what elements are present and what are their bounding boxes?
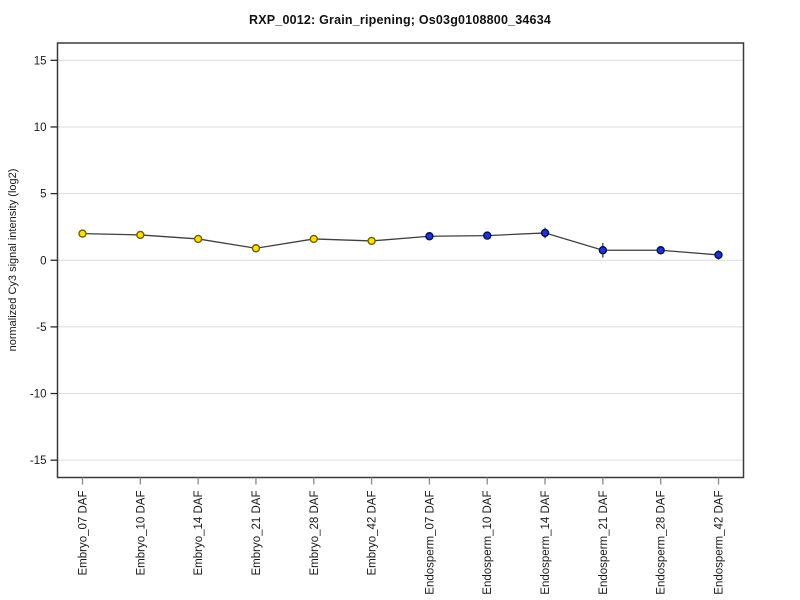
x-tick-label: Endosperm_21 DAF (598, 491, 610, 595)
data-point (78, 229, 87, 238)
y-tick-label: 15 (34, 55, 47, 67)
y-tick-label: 5 (40, 189, 46, 201)
x-tick-label: Embryo_42 DAF (367, 491, 379, 576)
x-tick-label: Endosperm_42 DAF (714, 491, 726, 595)
data-point (656, 246, 665, 255)
data-point (483, 231, 492, 240)
data-point (425, 232, 434, 241)
x-tick-label: Embryo_21 DAF (251, 491, 263, 576)
data-point (136, 230, 145, 240)
series-line (82, 232, 719, 256)
data-point (367, 236, 376, 246)
y-tick-label: -10 (30, 389, 47, 401)
x-tick-label: Embryo_10 DAF (135, 491, 147, 576)
y-tick-label: 10 (34, 122, 47, 134)
x-tick-label: Embryo_14 DAF (193, 491, 205, 576)
data-point (714, 250, 723, 260)
y-tick-label: -15 (30, 455, 47, 467)
x-tick-label: Endosperm_14 DAF (540, 491, 552, 595)
data-point (251, 244, 261, 253)
chart-title: RXP_0012: Grain_ripening; Os03g0108800_3… (248, 13, 552, 27)
data-point (540, 228, 550, 238)
x-tick-label: Embryo_28 DAF (309, 491, 321, 576)
x-tick-label: Endosperm_10 DAF (482, 491, 494, 595)
x-tick-label: Embryo_07 DAF (78, 491, 90, 576)
data-point (598, 246, 608, 255)
x-tick-label: Endosperm_28 DAF (656, 491, 668, 595)
x-tick-label: Endosperm_07 DAF (424, 490, 436, 594)
data-point (309, 234, 318, 244)
y-tick-label: 0 (40, 255, 46, 267)
data-point (193, 234, 203, 244)
y-tick-label: -5 (36, 322, 46, 334)
